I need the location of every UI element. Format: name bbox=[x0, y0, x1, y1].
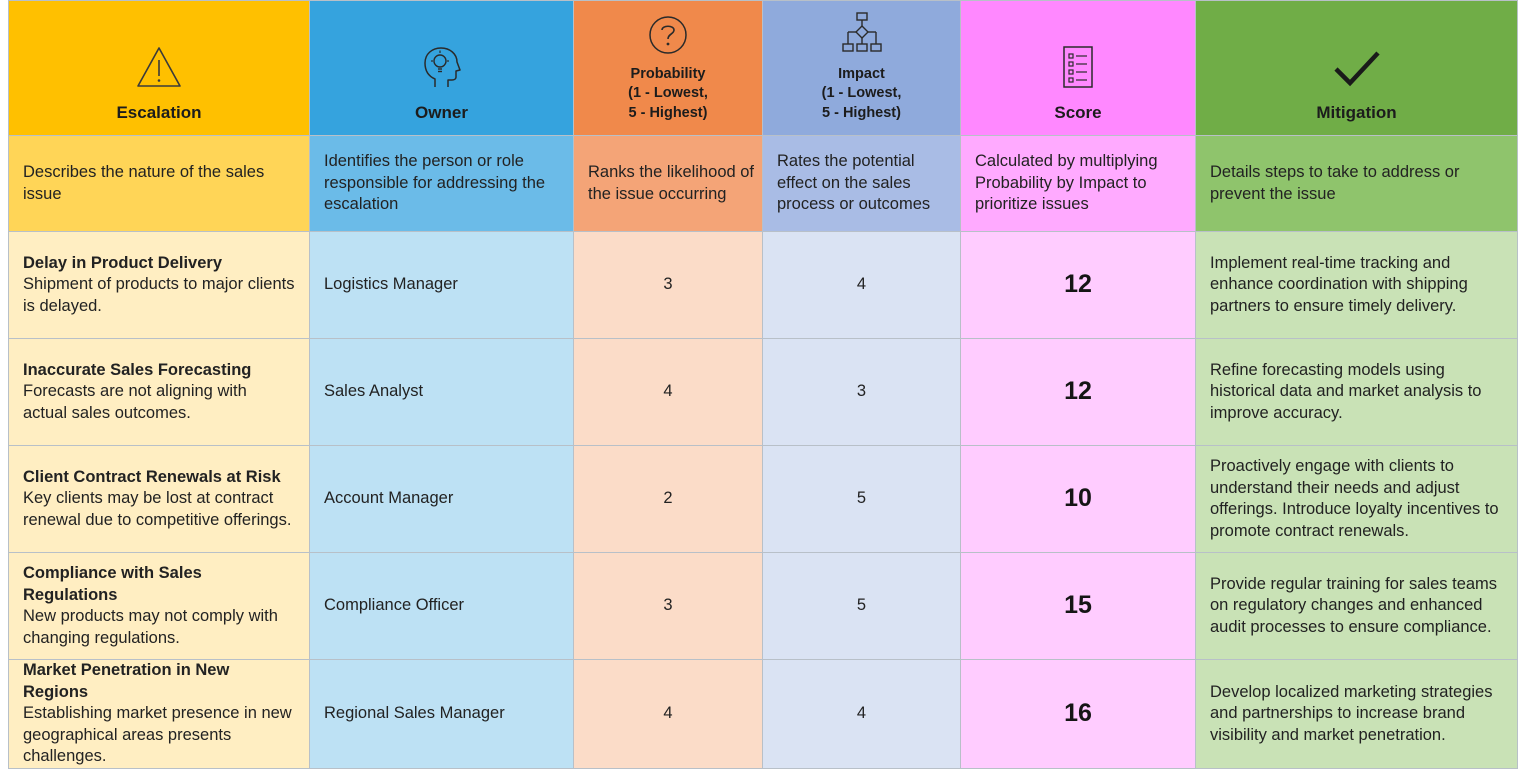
owner-cell: Regional Sales Manager bbox=[309, 659, 574, 769]
header-probability-line1: Probability bbox=[630, 65, 706, 82]
header-probability-line3: 5 - Highest) bbox=[628, 104, 708, 121]
header-impact-line3: 5 - Highest) bbox=[822, 104, 901, 121]
mitigation-cell: Provide regular training for sales teams… bbox=[1195, 552, 1518, 660]
question-circle-icon bbox=[649, 15, 687, 54]
header-impact: Impact (1 - Lowest, 5 - Highest) bbox=[762, 0, 961, 136]
impact-cell: 5 bbox=[762, 552, 961, 660]
table-row: Inaccurate Sales Forecasting Forecasts a… bbox=[8, 338, 1518, 446]
escalation-detail: Forecasts are not aligning with actual s… bbox=[23, 382, 247, 422]
flowchart-icon bbox=[841, 11, 882, 52]
header-impact-line1: Impact bbox=[838, 65, 885, 82]
probability-cell: 4 bbox=[573, 659, 763, 769]
header-escalation: Escalation bbox=[8, 0, 310, 136]
table-row: Client Contract Renewals at Risk Key cli… bbox=[8, 445, 1518, 553]
owner-cell: Account Manager bbox=[309, 445, 574, 553]
escalation-cell: Client Contract Renewals at Risk Key cli… bbox=[8, 445, 310, 553]
desc-score: Calculated by multiplying Probability by… bbox=[960, 135, 1196, 232]
warning-triangle-icon bbox=[137, 47, 181, 87]
impact-cell: 4 bbox=[762, 231, 961, 339]
header-owner: Owner bbox=[309, 0, 574, 136]
escalation-detail: Key clients may be lost at contract rene… bbox=[23, 489, 292, 529]
checklist-icon bbox=[1063, 46, 1093, 88]
header-mitigation-label: Mitigation bbox=[1316, 103, 1397, 122]
score-cell: 15 bbox=[960, 552, 1196, 660]
escalation-title: Compliance with Sales Regulations bbox=[23, 564, 202, 604]
impact-cell: 4 bbox=[762, 659, 961, 769]
header-owner-label: Owner bbox=[415, 103, 468, 122]
table-row: Compliance with Sales Regulations New pr… bbox=[8, 552, 1518, 660]
desc-escalation: Describes the nature of the sales issue bbox=[8, 135, 310, 232]
header-probability: Probability (1 - Lowest, 5 - Highest) bbox=[573, 0, 763, 136]
desc-owner: Identifies the person or role responsibl… bbox=[309, 135, 574, 232]
impact-cell: 5 bbox=[762, 445, 961, 553]
escalation-title: Inaccurate Sales Forecasting bbox=[23, 360, 252, 379]
checkmark-icon bbox=[1333, 51, 1380, 87]
table-row: Market Penetration in New Regions Establ… bbox=[8, 659, 1518, 769]
probability-cell: 4 bbox=[573, 338, 763, 446]
table-row: Delay in Product Delivery Shipment of pr… bbox=[8, 231, 1518, 339]
escalation-title: Market Penetration in New Regions bbox=[23, 661, 230, 701]
probability-cell: 3 bbox=[573, 552, 763, 660]
escalation-detail: New products may not comply with changin… bbox=[23, 607, 278, 647]
desc-probability: Ranks the likelihood of the issue occurr… bbox=[573, 135, 763, 232]
escalation-title: Client Contract Renewals at Risk bbox=[23, 467, 281, 486]
description-row: Describes the nature of the sales issue … bbox=[8, 135, 1518, 232]
score-cell: 12 bbox=[960, 231, 1196, 339]
header-impact-line2: (1 - Lowest, bbox=[821, 85, 902, 101]
score-cell: 10 bbox=[960, 445, 1196, 553]
escalation-matrix-table: Escalation Owner Probability (1 - Lowest… bbox=[8, 0, 1518, 769]
score-cell: 12 bbox=[960, 338, 1196, 446]
header-probability-line2: (1 - Lowest, bbox=[628, 85, 708, 101]
owner-cell: Compliance Officer bbox=[309, 552, 574, 660]
owner-cell: Sales Analyst bbox=[309, 338, 574, 446]
mitigation-cell: Implement real-time tracking and enhance… bbox=[1195, 231, 1518, 339]
desc-mitigation: Details steps to take to address or prev… bbox=[1195, 135, 1518, 232]
probability-cell: 2 bbox=[573, 445, 763, 553]
escalation-detail: Establishing market presence in new geog… bbox=[23, 704, 292, 765]
escalation-cell: Market Penetration in New Regions Establ… bbox=[8, 659, 310, 769]
header-row: Escalation Owner Probability (1 - Lowest… bbox=[8, 0, 1518, 136]
header-escalation-label: Escalation bbox=[116, 103, 202, 122]
mitigation-cell: Proactively engage with clients to under… bbox=[1195, 445, 1518, 553]
escalation-detail: Shipment of products to major clients is… bbox=[23, 275, 295, 315]
mitigation-cell: Refine forecasting models using historic… bbox=[1195, 338, 1518, 446]
escalation-cell: Delay in Product Delivery Shipment of pr… bbox=[8, 231, 310, 339]
header-mitigation: Mitigation bbox=[1195, 0, 1518, 136]
head-lightbulb-icon bbox=[423, 47, 461, 87]
escalation-cell: Inaccurate Sales Forecasting Forecasts a… bbox=[8, 338, 310, 446]
header-score: Score bbox=[960, 0, 1196, 136]
mitigation-cell: Develop localized marketing strategies a… bbox=[1195, 659, 1518, 769]
owner-cell: Logistics Manager bbox=[309, 231, 574, 339]
impact-cell: 3 bbox=[762, 338, 961, 446]
escalation-title: Delay in Product Delivery bbox=[23, 253, 222, 272]
escalation-cell: Compliance with Sales Regulations New pr… bbox=[8, 552, 310, 660]
header-score-label: Score bbox=[1054, 103, 1102, 122]
desc-impact: Rates the potential effect on the sales … bbox=[762, 135, 961, 232]
probability-cell: 3 bbox=[573, 231, 763, 339]
score-cell: 16 bbox=[960, 659, 1196, 769]
